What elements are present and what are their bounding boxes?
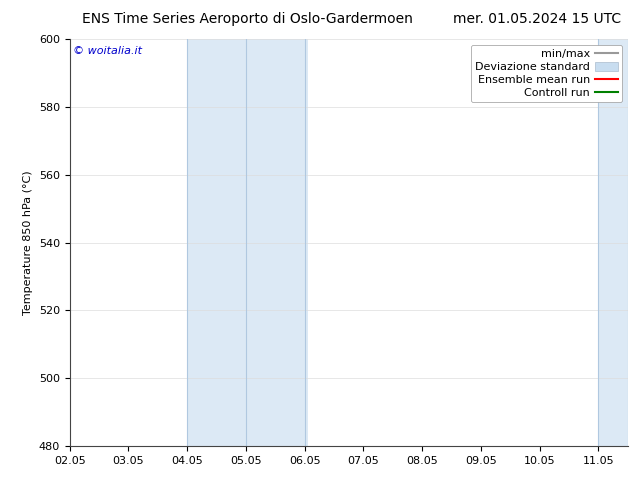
Bar	[187, 39, 307, 446]
Text: © woitalia.it: © woitalia.it	[73, 46, 141, 56]
Bar	[598, 39, 628, 446]
Legend: min/max, Deviazione standard, Ensemble mean run, Controll run: min/max, Deviazione standard, Ensemble m…	[470, 45, 622, 102]
Text: mer. 01.05.2024 15 UTC: mer. 01.05.2024 15 UTC	[453, 12, 621, 26]
Y-axis label: Temperature 850 hPa (°C): Temperature 850 hPa (°C)	[23, 170, 33, 315]
Text: ENS Time Series Aeroporto di Oslo-Gardermoen: ENS Time Series Aeroporto di Oslo-Garder…	[82, 12, 413, 26]
